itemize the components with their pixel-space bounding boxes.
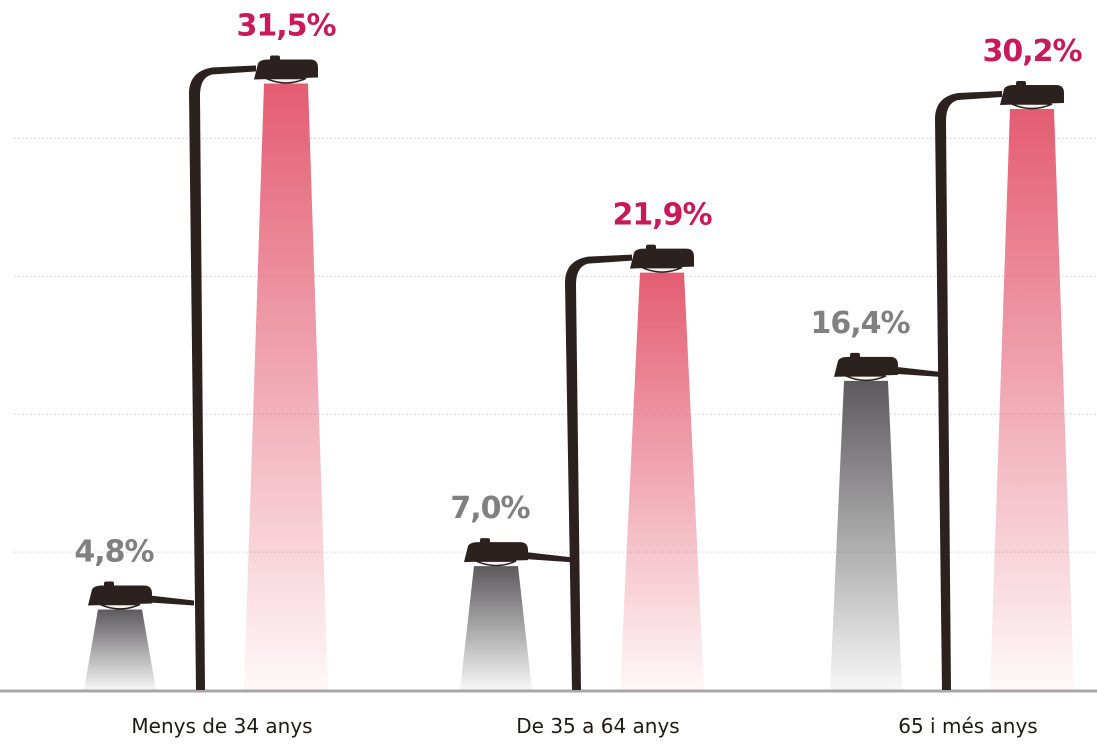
lamp-glass [99, 603, 141, 610]
lamp-pole [935, 91, 1002, 690]
value-label-red: 21,9% [612, 198, 712, 233]
lamp-cap [270, 55, 280, 62]
category-labels: Menys de 34 anys De 35 a 64 anys 65 i més … [131, 714, 1037, 738]
category-label: De 35 a 64 anys [516, 714, 679, 738]
lamp-head [464, 542, 528, 563]
lamp-glass [845, 375, 887, 382]
lamp-cap [104, 581, 114, 588]
lamp-glass [1011, 103, 1053, 110]
lamp-arm [896, 366, 940, 377]
value-label-grey: 7,0% [450, 491, 530, 526]
lamp-pole [565, 254, 632, 690]
bar-beam-red [244, 83, 328, 690]
bar-beam-red [620, 272, 704, 690]
lamp-cap [646, 244, 656, 251]
value-labels: 4,8% 31,5% 7,0% 21,9% 16,4% 30,2% [74, 8, 1083, 569]
bar-beam-grey [460, 566, 532, 690]
value-label-grey: 4,8% [74, 534, 154, 569]
lamp-arm [150, 595, 194, 606]
lamp-cap [480, 538, 490, 545]
bar-beam-red [990, 109, 1074, 690]
lamp-arm [526, 552, 570, 563]
value-label-red: 31,5% [236, 8, 336, 43]
street-lamp-icon [935, 81, 1074, 690]
lamp-glass [265, 77, 307, 84]
lamp-head [630, 248, 694, 269]
lamp-marks [84, 55, 1074, 690]
lamp-head [88, 585, 152, 606]
lamp-cap [850, 352, 860, 359]
category-label: 65 i més anys [898, 714, 1037, 738]
street-lamp-icon [565, 244, 704, 690]
street-lamp-icon [830, 352, 940, 690]
street-lamp-icon [460, 538, 570, 690]
value-label-grey: 16,4% [810, 306, 910, 341]
lamp-head [1000, 85, 1064, 106]
lamp-glass [475, 560, 517, 567]
bar-beam-grey [84, 609, 156, 690]
bar-beam-grey [830, 380, 902, 690]
lamp-glass [641, 266, 683, 273]
grid-lines [0, 137, 1097, 693]
value-label-red: 30,2% [982, 34, 1082, 69]
category-label: Menys de 34 anys [131, 714, 312, 738]
street-lamp-icon [84, 581, 194, 690]
lamp-head [254, 59, 318, 80]
street-lamp-icon [189, 55, 328, 690]
lamp-head [834, 356, 898, 377]
lamp-cap [1016, 81, 1026, 88]
lamp-pole [189, 65, 256, 690]
